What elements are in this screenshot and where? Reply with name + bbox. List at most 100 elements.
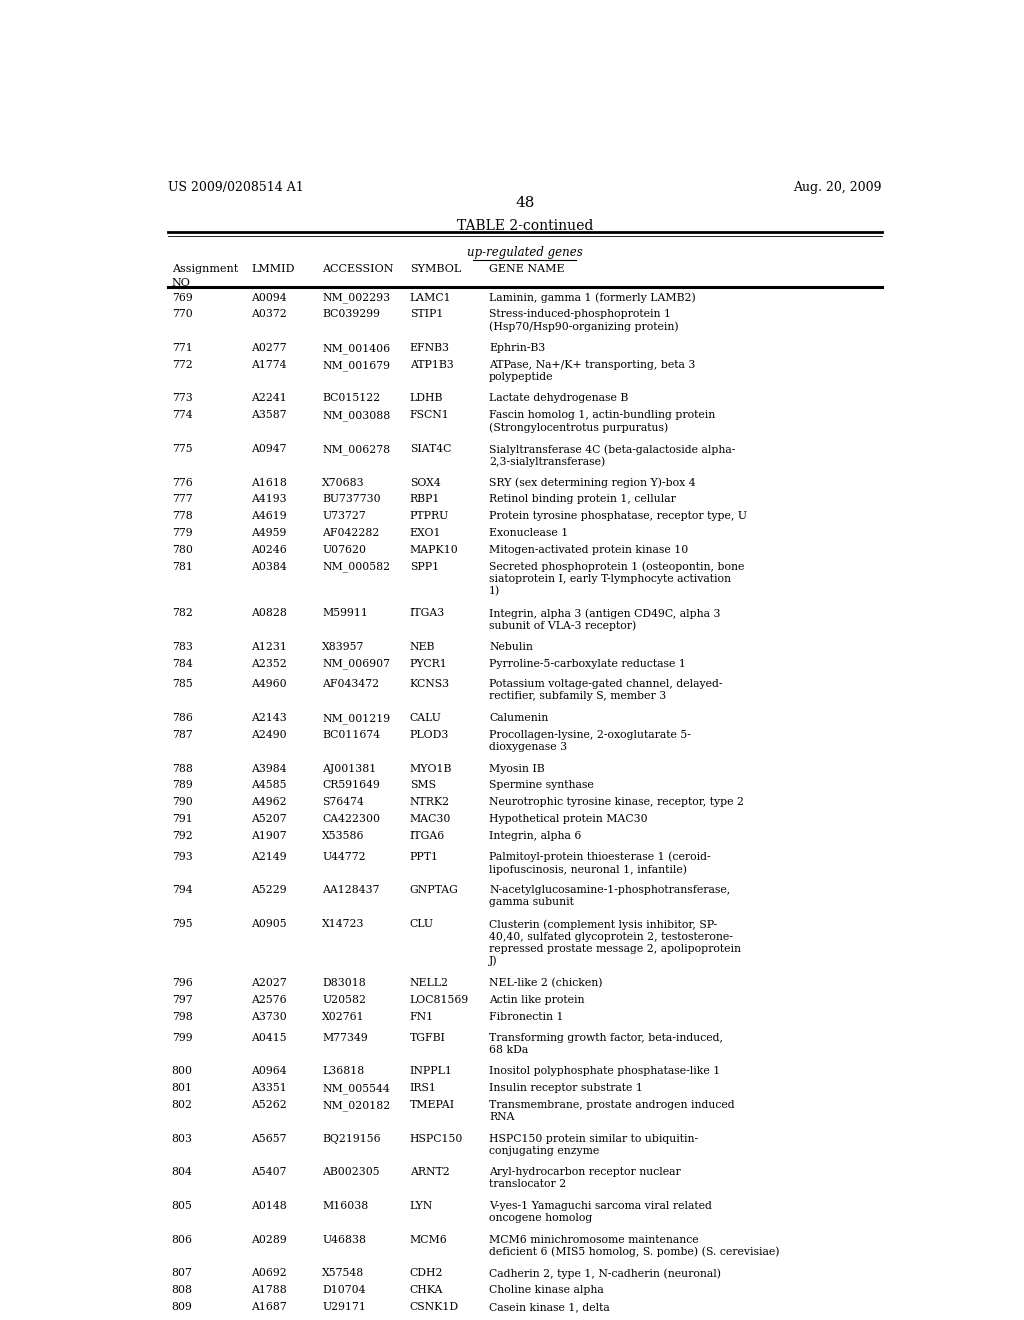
Text: NM_001679: NM_001679 — [323, 360, 390, 371]
Text: RBP1: RBP1 — [410, 495, 440, 504]
Text: A5407: A5407 — [251, 1167, 287, 1177]
Text: EXO1: EXO1 — [410, 528, 441, 539]
Text: AJ001381: AJ001381 — [323, 763, 377, 774]
Text: HSPC150: HSPC150 — [410, 1134, 463, 1143]
Text: A2490: A2490 — [251, 730, 287, 741]
Text: NO: NO — [172, 279, 190, 288]
Text: Stress-induced-phosphoprotein 1
(Hsp70/Hsp90-organizing protein): Stress-induced-phosphoprotein 1 (Hsp70/H… — [489, 309, 679, 333]
Text: A4193: A4193 — [251, 495, 287, 504]
Text: U44772: U44772 — [323, 851, 366, 862]
Text: ARNT2: ARNT2 — [410, 1167, 450, 1177]
Text: 784: 784 — [172, 659, 193, 668]
Text: Protein tyrosine phosphatase, receptor type, U: Protein tyrosine phosphatase, receptor t… — [489, 511, 748, 521]
Text: A3351: A3351 — [251, 1084, 287, 1093]
Text: A0828: A0828 — [251, 609, 287, 618]
Text: PLOD3: PLOD3 — [410, 730, 450, 741]
Text: A1687: A1687 — [251, 1302, 287, 1312]
Text: 791: 791 — [172, 814, 193, 824]
Text: CLU: CLU — [410, 919, 434, 929]
Text: Potassium voltage-gated channel, delayed-
rectifier, subfamily S, member 3: Potassium voltage-gated channel, delayed… — [489, 680, 723, 701]
Text: SPP1: SPP1 — [410, 562, 439, 572]
Text: ATPase, Na+/K+ transporting, beta 3
polypeptide: ATPase, Na+/K+ transporting, beta 3 poly… — [489, 360, 695, 381]
Text: SYMBOL: SYMBOL — [410, 264, 461, 275]
Text: AB002305: AB002305 — [323, 1167, 380, 1177]
Text: A3587: A3587 — [251, 411, 287, 420]
Text: NM_005544: NM_005544 — [323, 1084, 390, 1094]
Text: SRY (sex determining region Y)-box 4: SRY (sex determining region Y)-box 4 — [489, 478, 695, 488]
Text: Inositol polyphosphate phosphatase-like 1: Inositol polyphosphate phosphatase-like … — [489, 1067, 720, 1076]
Text: A0277: A0277 — [251, 343, 287, 352]
Text: A1618: A1618 — [251, 478, 287, 487]
Text: ATP1B3: ATP1B3 — [410, 360, 454, 370]
Text: Ephrin-B3: Ephrin-B3 — [489, 343, 546, 352]
Text: A0246: A0246 — [251, 545, 287, 554]
Text: Lactate dehydrogenase B: Lactate dehydrogenase B — [489, 393, 629, 404]
Text: A2241: A2241 — [251, 393, 287, 404]
Text: A3984: A3984 — [251, 763, 287, 774]
Text: X57548: X57548 — [323, 1269, 365, 1278]
Text: BU737730: BU737730 — [323, 495, 381, 504]
Text: NM_000582: NM_000582 — [323, 562, 390, 573]
Text: A1231: A1231 — [251, 642, 287, 652]
Text: Casein kinase 1, delta: Casein kinase 1, delta — [489, 1302, 610, 1312]
Text: Neurotrophic tyrosine kinase, receptor, type 2: Neurotrophic tyrosine kinase, receptor, … — [489, 797, 744, 808]
Text: M16038: M16038 — [323, 1201, 369, 1210]
Text: NEL-like 2 (chicken): NEL-like 2 (chicken) — [489, 978, 602, 989]
Text: CSNK1D: CSNK1D — [410, 1302, 459, 1312]
Text: A2576: A2576 — [251, 995, 287, 1005]
Text: A5657: A5657 — [251, 1134, 287, 1143]
Text: GNPTAG: GNPTAG — [410, 886, 459, 895]
Text: Fibronectin 1: Fibronectin 1 — [489, 1012, 563, 1022]
Text: Integrin, alpha 6: Integrin, alpha 6 — [489, 830, 582, 841]
Text: S76474: S76474 — [323, 797, 365, 808]
Text: N-acetylglucosamine-1-phosphotransferase,
gamma subunit: N-acetylglucosamine-1-phosphotransferase… — [489, 886, 730, 907]
Text: Mitogen-activated protein kinase 10: Mitogen-activated protein kinase 10 — [489, 545, 688, 554]
Text: V-yes-1 Yamaguchi sarcoma viral related
oncogene homolog: V-yes-1 Yamaguchi sarcoma viral related … — [489, 1201, 712, 1222]
Text: A0289: A0289 — [251, 1234, 287, 1245]
Text: 793: 793 — [172, 851, 193, 862]
Text: FN1: FN1 — [410, 1012, 434, 1022]
Text: A0148: A0148 — [251, 1201, 287, 1210]
Text: M59911: M59911 — [323, 609, 369, 618]
Text: Secreted phosphoprotein 1 (osteopontin, bone
siatoprotein I, early T-lymphocyte : Secreted phosphoprotein 1 (osteopontin, … — [489, 562, 744, 597]
Text: A4960: A4960 — [251, 680, 287, 689]
Text: 786: 786 — [172, 713, 193, 723]
Text: A1788: A1788 — [251, 1286, 287, 1295]
Text: 782: 782 — [172, 609, 193, 618]
Text: LMMID: LMMID — [251, 264, 295, 275]
Text: M77349: M77349 — [323, 1032, 369, 1043]
Text: Transforming growth factor, beta-induced,
68 kDa: Transforming growth factor, beta-induced… — [489, 1032, 723, 1055]
Text: Aug. 20, 2009: Aug. 20, 2009 — [794, 181, 882, 194]
Text: AA128437: AA128437 — [323, 886, 380, 895]
Text: 775: 775 — [172, 444, 193, 454]
Text: MYO1B: MYO1B — [410, 763, 453, 774]
Text: NEB: NEB — [410, 642, 435, 652]
Text: X02761: X02761 — [323, 1012, 366, 1022]
Text: CALU: CALU — [410, 713, 441, 723]
Text: A5262: A5262 — [251, 1100, 287, 1110]
Text: 788: 788 — [172, 763, 193, 774]
Text: SIAT4C: SIAT4C — [410, 444, 452, 454]
Text: MAC30: MAC30 — [410, 814, 452, 824]
Text: 806: 806 — [172, 1234, 193, 1245]
Text: 808: 808 — [172, 1286, 193, 1295]
Text: BQ219156: BQ219156 — [323, 1134, 381, 1143]
Text: Exonuclease 1: Exonuclease 1 — [489, 528, 568, 539]
Text: CR591649: CR591649 — [323, 780, 380, 791]
Text: Clusterin (complement lysis inhibitor, SP-
40,40, sulfated glycoprotein 2, testo: Clusterin (complement lysis inhibitor, S… — [489, 919, 741, 966]
Text: NM_006278: NM_006278 — [323, 444, 390, 454]
Text: 794: 794 — [172, 886, 193, 895]
Text: 799: 799 — [172, 1032, 193, 1043]
Text: TGFBI: TGFBI — [410, 1032, 445, 1043]
Text: 769: 769 — [172, 293, 193, 302]
Text: NM_003088: NM_003088 — [323, 411, 391, 421]
Text: 797: 797 — [172, 995, 193, 1005]
Text: LDHB: LDHB — [410, 393, 443, 404]
Text: D83018: D83018 — [323, 978, 367, 989]
Text: PTPRU: PTPRU — [410, 511, 449, 521]
Text: Nebulin: Nebulin — [489, 642, 532, 652]
Text: A4962: A4962 — [251, 797, 287, 808]
Text: AF042282: AF042282 — [323, 528, 380, 539]
Text: A2352: A2352 — [251, 659, 287, 668]
Text: 772: 772 — [172, 360, 193, 370]
